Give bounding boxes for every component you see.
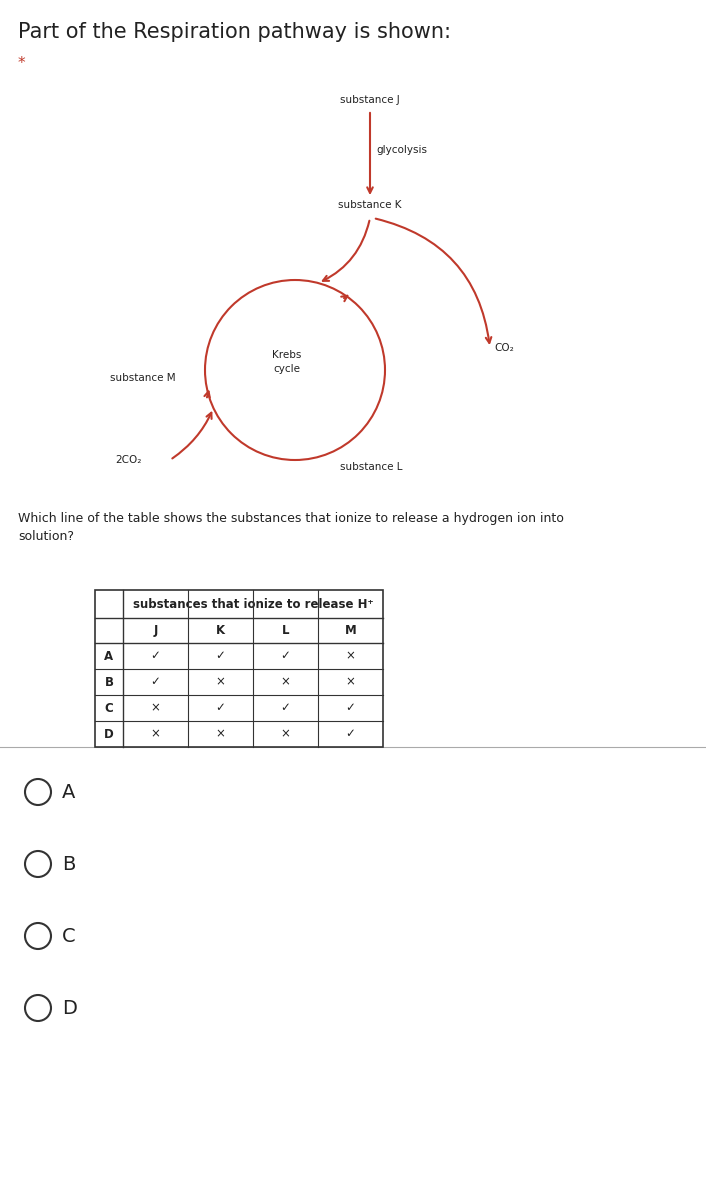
Text: ×: × [215, 727, 225, 740]
Text: ✓: ✓ [280, 702, 290, 714]
Text: A: A [62, 782, 76, 802]
Text: substances that ionize to release H⁺: substances that ionize to release H⁺ [133, 598, 373, 611]
Text: A: A [104, 649, 114, 662]
Bar [95, 590, 383, 746]
Text: D: D [104, 727, 114, 740]
Text: ×: × [215, 676, 225, 689]
Text: CO₂: CO₂ [494, 343, 514, 353]
Text: ✓: ✓ [150, 649, 160, 662]
Text: glycolysis: glycolysis [376, 145, 427, 155]
Text: ✓: ✓ [215, 649, 225, 662]
Text: ✓: ✓ [345, 702, 355, 714]
Text: ×: × [280, 676, 290, 689]
Text: ✓: ✓ [345, 727, 355, 740]
Text: ✓: ✓ [280, 649, 290, 662]
Text: D: D [62, 998, 77, 1018]
Text: J: J [153, 624, 157, 637]
Text: 2CO₂: 2CO₂ [115, 455, 141, 464]
Text: substance M: substance M [110, 373, 176, 383]
Text: Krebs
cycle: Krebs cycle [273, 350, 301, 374]
Text: C: C [104, 702, 114, 714]
Text: ×: × [150, 702, 160, 714]
Text: L: L [282, 624, 289, 637]
Text: *: * [18, 56, 25, 71]
Text: B: B [62, 854, 76, 874]
Text: B: B [104, 676, 114, 689]
Text: Which line of the table shows the substances that ionize to release a hydrogen i: Which line of the table shows the substa… [18, 512, 564, 542]
Text: ✓: ✓ [215, 702, 225, 714]
Text: ✓: ✓ [150, 676, 160, 689]
Text: ×: × [345, 649, 355, 662]
Text: Part of the Respiration pathway is shown:: Part of the Respiration pathway is shown… [18, 22, 451, 42]
Text: substance K: substance K [338, 200, 402, 210]
Text: M: M [345, 624, 357, 637]
Text: substance J: substance J [340, 95, 400, 104]
Text: C: C [62, 926, 76, 946]
Text: substance L: substance L [340, 462, 402, 472]
Text: ×: × [345, 676, 355, 689]
Text: ×: × [280, 727, 290, 740]
Text: ×: × [150, 727, 160, 740]
Text: K: K [216, 624, 225, 637]
